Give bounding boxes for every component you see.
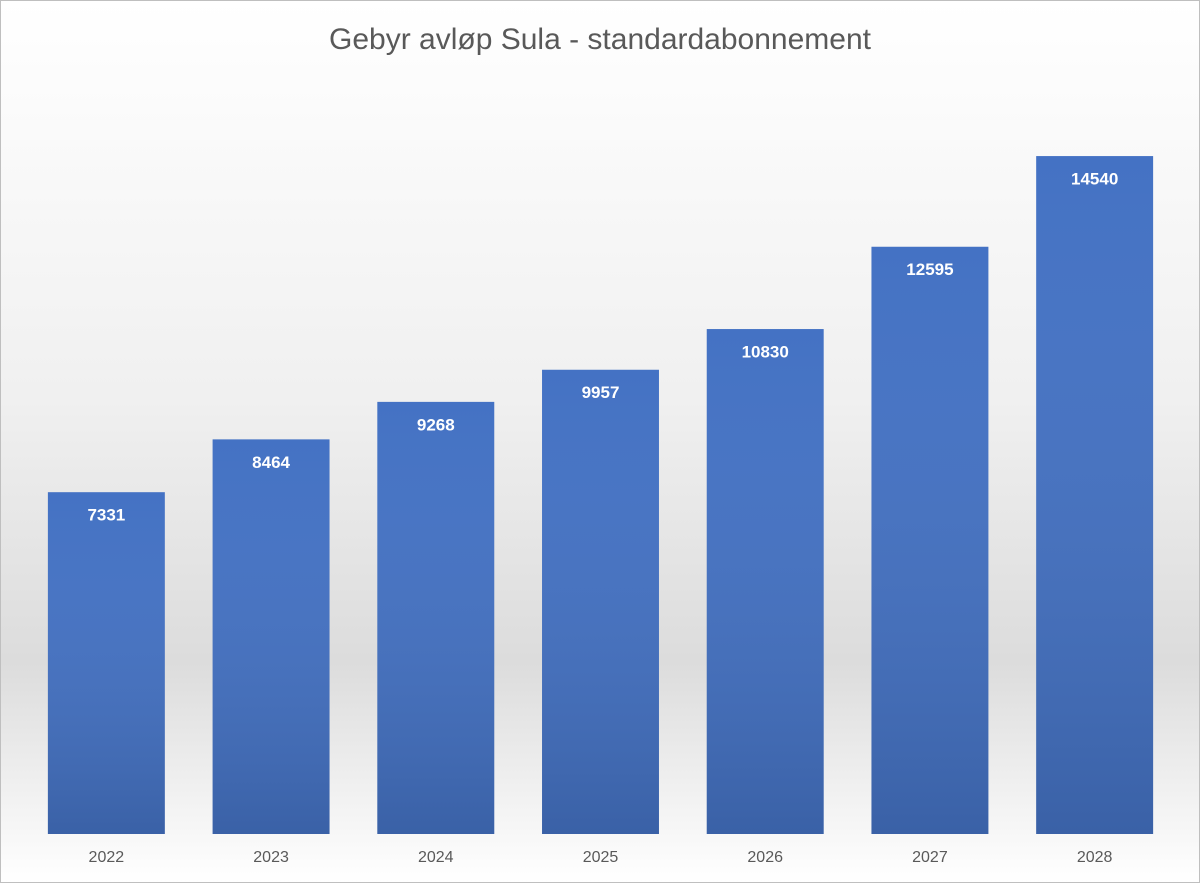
data-label: 9268 [417,415,455,434]
bar [47,492,165,834]
bar [542,369,659,834]
x-tick-label: 2026 [747,849,783,866]
bar [706,329,824,834]
data-label: 12595 [906,260,953,279]
data-label: 14540 [1071,170,1118,189]
bar [871,246,989,834]
x-tick-label: 2022 [89,849,125,866]
chart-title: Gebyr avløp Sula - standardabonnement [329,23,872,56]
x-tick-label: 2023 [253,849,289,866]
bar [212,439,330,834]
data-label: 8464 [252,453,290,472]
x-tick-label: 2025 [583,849,619,866]
x-tick-label: 2028 [1077,849,1113,866]
bar [1036,156,1154,834]
data-label: 10830 [742,343,789,362]
x-tick-label: 2027 [912,849,948,866]
bar [377,401,495,834]
data-label: 9957 [582,383,620,402]
x-tick-label: 2024 [418,849,454,866]
data-label: 7331 [87,506,125,525]
